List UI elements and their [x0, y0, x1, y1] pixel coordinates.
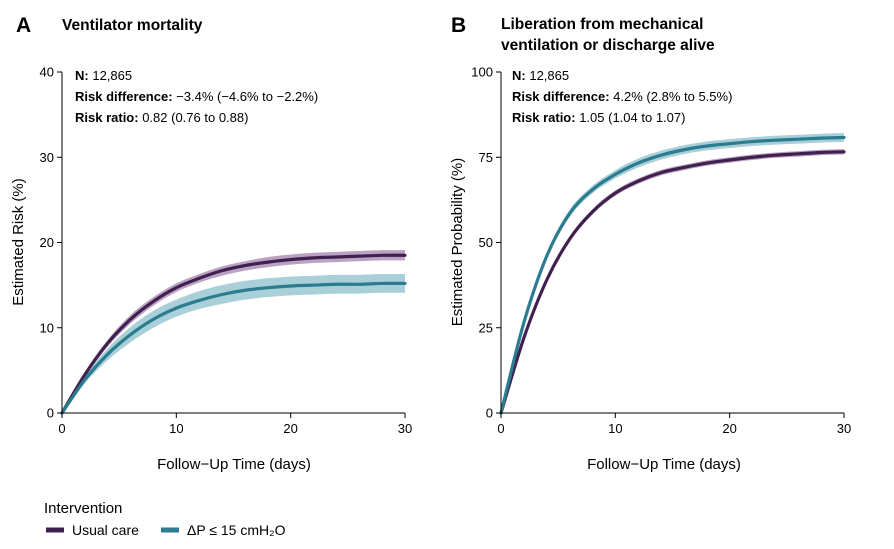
panel-b-annotation-n-label: N: [512, 68, 526, 83]
panel-b-annotation-n-value: 12,865 [529, 68, 569, 83]
panel-a-ticks: 0 10 20 30 40 0 10 20 30 [40, 65, 413, 437]
panel-a-y-tick-label: 30 [40, 150, 54, 165]
panel-a-plot-area [60, 250, 407, 415]
panel-b-x-tick-label: 10 [608, 421, 622, 436]
panel-b-title-line-1: Liberation from mechanical [501, 16, 703, 33]
panel-b-title-line-2: ventilation or discharge alive [501, 37, 715, 54]
panel-a-annotation-risk-ratio: Risk ratio: 0.82 (0.76 to 0.88) [75, 110, 248, 125]
panel-a-x-tick-label: 0 [58, 421, 65, 436]
panel-b-x-tick-label: 30 [837, 421, 851, 436]
panel-b-annotation-rd-value: 4.2% (2.8% to 5.5%) [613, 89, 732, 104]
legend-label-usual-care: Usual care [72, 522, 139, 538]
panel-a-y-tick-label: 10 [40, 320, 54, 335]
panel-a-annotation-rr-label: Risk ratio: [75, 110, 139, 125]
panel-a-annotation-rd-label: Risk difference: [75, 89, 173, 104]
panel-a-annotation-rr-value: 0.82 (0.76 to 0.88) [142, 110, 248, 125]
panel-a-band-usual-care [62, 250, 405, 413]
panel-b-x-axis-title: Follow−Up Time (days) [587, 456, 741, 473]
panel-a-y-tick-label: 20 [40, 235, 54, 250]
panel-a-x-tick-label: 20 [283, 421, 297, 436]
panel-b-letter: B [451, 14, 466, 37]
panel-b: B Liberation from mechanical ventilation… [449, 14, 851, 473]
panel-a-annotation-n-label: N: [75, 68, 89, 83]
panel-b-plot-area [499, 133, 846, 415]
legend-title: Intervention [44, 500, 122, 517]
panel-a-annotation-n: N: 12,865 [75, 68, 132, 83]
panel-a-x-tick-label: 30 [398, 421, 412, 436]
panel-b-y-tick-label: 50 [479, 235, 493, 250]
panel-b-y-axis-title: Estimated Probability (%) [449, 158, 466, 326]
panel-a-annotation-risk-difference: Risk difference: −3.4% (−4.6% to −2.2%) [75, 89, 318, 104]
panel-b-y-tick-label: 100 [471, 65, 493, 80]
panel-a-band-intervention [62, 273, 405, 413]
panel-b-line-intervention [499, 135, 846, 415]
panel-a-x-tick-label: 10 [169, 421, 183, 436]
panel-b-band-usual-care [501, 149, 844, 413]
panel-b-y-tick-label: 0 [486, 406, 493, 421]
panel-b-x-tick-label: 20 [722, 421, 736, 436]
panel-b-y-tick-label: 75 [479, 150, 493, 165]
panel-b-line-usual-care [499, 150, 846, 415]
panel-b-annotation-rr-label: Risk ratio: [512, 110, 576, 125]
legend: Intervention Usual care ΔP ≤ 15 cmH₂O [44, 500, 286, 538]
panel-b-annotation-rr-value: 1.05 (1.04 to 1.07) [579, 110, 685, 125]
panel-a-x-axis-title: Follow−Up Time (days) [157, 456, 311, 473]
panel-b-y-tick-label: 25 [479, 320, 493, 335]
panel-b-annotation-risk-ratio: Risk ratio: 1.05 (1.04 to 1.07) [512, 110, 685, 125]
panel-a-letter: A [16, 14, 31, 37]
panel-a-y-axis-title: Estimated Risk (%) [10, 178, 27, 306]
panel-a-y-tick-label: 40 [40, 65, 54, 80]
legend-label-intervention: ΔP ≤ 15 cmH₂O [187, 522, 286, 538]
panel-b-annotation-n: N: 12,865 [512, 68, 569, 83]
panel-b-annotation-rd-label: Risk difference: [512, 89, 610, 104]
panel-a-line-usual-care [60, 253, 407, 415]
panel-a-annotation-rd-value: −3.4% (−4.6% to −2.2%) [176, 89, 318, 104]
panel-a-title: Ventilator mortality [62, 17, 203, 34]
panel-a-y-tick-label: 0 [47, 406, 54, 421]
panel-b-annotation-risk-difference: Risk difference: 4.2% (2.8% to 5.5%) [512, 89, 732, 104]
panel-a-line-intervention [60, 281, 407, 415]
panel-b-x-tick-label: 0 [497, 421, 504, 436]
panel-b-ticks: 0 25 50 75 100 0 10 20 30 [471, 65, 851, 437]
panel-b-band-intervention [501, 133, 844, 414]
panel-a-annotation-n-value: 12,865 [92, 68, 132, 83]
